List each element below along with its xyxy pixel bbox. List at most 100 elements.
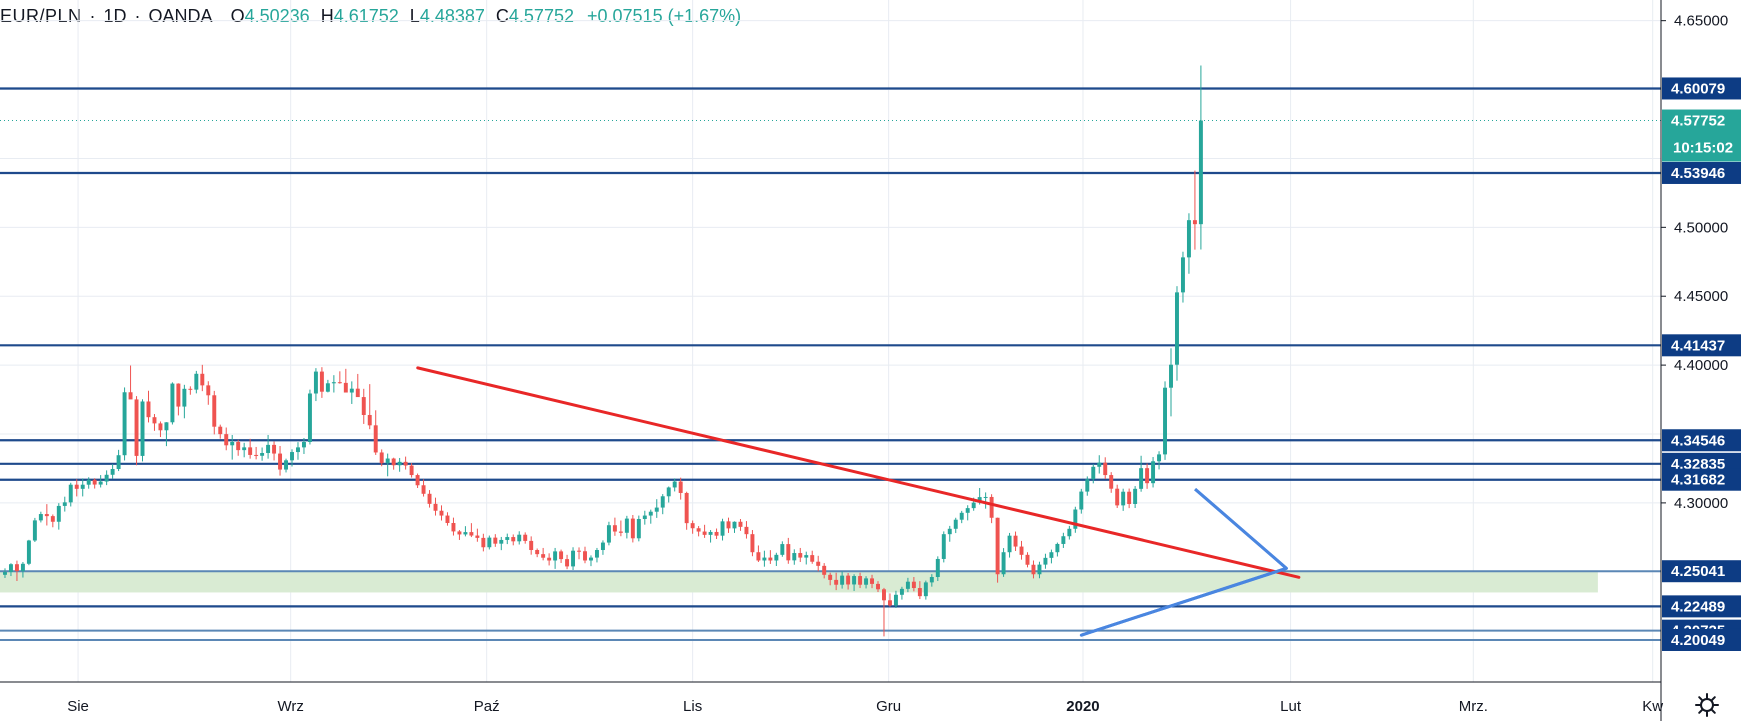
candle-body xyxy=(1109,475,1114,489)
candle xyxy=(20,561,25,578)
candle-body xyxy=(780,544,785,555)
candle-body xyxy=(684,492,689,524)
candle xyxy=(612,517,617,536)
level-price-label: 4.20049 xyxy=(1671,632,1725,649)
candle-body xyxy=(828,574,833,580)
candle xyxy=(194,370,199,394)
candle xyxy=(212,390,217,435)
candle-body xyxy=(714,531,719,536)
candle xyxy=(1198,65,1203,250)
candle-body xyxy=(331,382,336,384)
candle-body xyxy=(50,516,55,522)
candle xyxy=(110,464,115,479)
candle-body xyxy=(146,401,151,418)
candle-body xyxy=(212,395,217,427)
candle-body xyxy=(391,458,396,466)
candle xyxy=(56,503,61,530)
candle-body xyxy=(1103,462,1108,476)
candle xyxy=(738,519,743,531)
candle xyxy=(313,368,318,402)
candle xyxy=(3,568,7,578)
candle xyxy=(941,531,946,563)
candle-body xyxy=(38,514,43,521)
candle-body xyxy=(385,458,390,464)
gear-icon[interactable] xyxy=(1694,692,1720,718)
candle xyxy=(86,477,91,489)
candle-body xyxy=(995,517,1000,575)
candle xyxy=(14,560,19,582)
candle-body xyxy=(337,382,342,384)
candle-body xyxy=(200,373,205,386)
candle-body xyxy=(254,454,259,456)
candle xyxy=(756,545,761,562)
candle-body xyxy=(397,461,402,466)
candle xyxy=(600,540,605,555)
candle xyxy=(798,547,803,562)
candle-body xyxy=(738,521,743,527)
candle xyxy=(965,505,970,521)
level-price-label: 4.31682 xyxy=(1671,472,1725,489)
candle-body xyxy=(1067,528,1072,537)
candle-body xyxy=(134,399,139,456)
candle-body xyxy=(260,453,265,456)
candle-body xyxy=(672,481,677,488)
candle-body xyxy=(517,534,522,542)
candle xyxy=(1151,457,1156,488)
candle xyxy=(822,563,827,579)
candle-body xyxy=(272,444,277,454)
candle-body xyxy=(1133,488,1138,504)
time-tick-label: Paź xyxy=(474,698,500,715)
level-price-tag xyxy=(1662,429,1741,452)
candle-body xyxy=(301,441,306,448)
candle xyxy=(959,510,964,524)
candle-body xyxy=(708,531,713,535)
candle-body xyxy=(122,392,127,456)
candle xyxy=(236,439,241,456)
candle-body xyxy=(852,576,857,585)
candle xyxy=(1007,532,1012,558)
candle xyxy=(648,509,653,524)
candle xyxy=(367,384,372,430)
candle-body xyxy=(905,581,910,589)
candle xyxy=(182,384,187,419)
time-tick-label: 2020 xyxy=(1066,698,1099,715)
candle-body xyxy=(1169,364,1173,388)
candle-body xyxy=(110,468,115,475)
candle-body xyxy=(451,523,456,532)
candle-body xyxy=(1175,292,1179,365)
candle-body xyxy=(98,481,103,485)
candle-body xyxy=(296,447,300,453)
candle xyxy=(565,554,570,570)
candle-body xyxy=(1115,488,1120,506)
candle-body xyxy=(319,371,324,392)
candle-body xyxy=(600,542,605,551)
candle-body xyxy=(421,485,426,494)
candle xyxy=(1139,455,1144,492)
candle xyxy=(373,410,378,455)
candle xyxy=(445,512,450,526)
candle-body xyxy=(230,441,235,446)
candle xyxy=(355,373,360,398)
candle xyxy=(307,389,312,445)
candle-body xyxy=(523,534,528,541)
candle xyxy=(1186,213,1191,274)
candle xyxy=(475,528,480,542)
candle xyxy=(1192,170,1197,250)
candle xyxy=(397,457,402,472)
candle xyxy=(774,552,779,566)
candle xyxy=(636,515,641,542)
candle-body xyxy=(732,521,737,529)
candle xyxy=(487,535,492,550)
candle xyxy=(905,577,910,593)
candle xyxy=(899,586,904,600)
candle-body xyxy=(768,557,773,561)
candle-body xyxy=(941,534,946,559)
candle xyxy=(337,371,342,384)
candle-body xyxy=(571,550,576,567)
candle xyxy=(762,550,767,567)
candle-body xyxy=(116,455,121,469)
candle xyxy=(750,530,755,557)
candle xyxy=(559,549,564,563)
candle-body xyxy=(266,444,271,454)
